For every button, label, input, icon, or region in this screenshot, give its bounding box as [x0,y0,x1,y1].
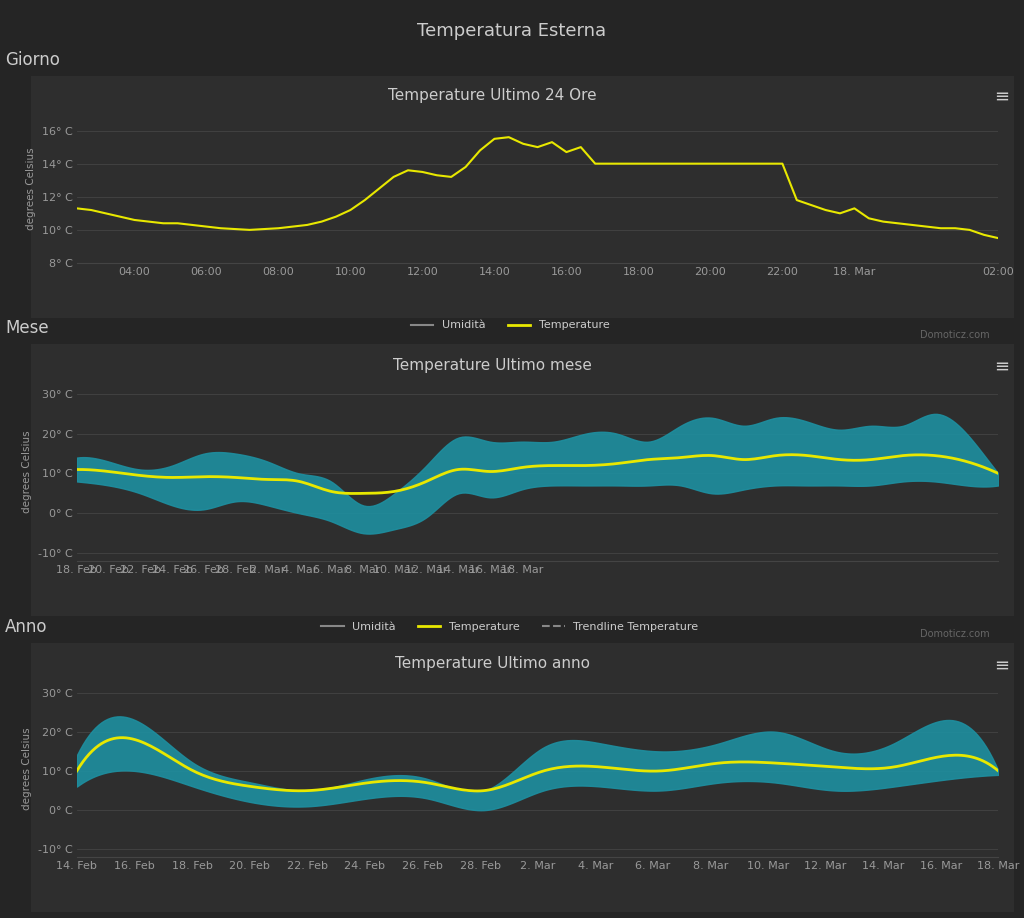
Text: ≡: ≡ [993,358,1009,375]
Text: Temperature Ultimo anno: Temperature Ultimo anno [395,656,590,671]
Text: Temperatura Esterna: Temperatura Esterna [418,22,606,40]
Text: Giorno: Giorno [5,51,60,69]
Text: Mese: Mese [5,319,49,337]
Text: Temperature Ultimo mese: Temperature Ultimo mese [393,358,592,373]
Text: ≡: ≡ [993,88,1009,106]
Y-axis label: degrees Celsius: degrees Celsius [23,431,33,513]
Text: Domoticz.com: Domoticz.com [920,330,989,340]
Legend: Umidità, Temperature, Trendline Temperature: Umidità, Temperature, Trendline Temperat… [316,617,703,636]
Text: Temperature Ultimo 24 Ore: Temperature Ultimo 24 Ore [388,88,597,103]
Y-axis label: degrees Celsius: degrees Celsius [27,147,36,230]
Y-axis label: degrees Celsius: degrees Celsius [23,728,33,811]
Text: Anno: Anno [5,618,48,636]
Text: Domoticz.com: Domoticz.com [920,629,989,639]
Legend: Umidità, Temperature: Umidità, Temperature [407,316,613,335]
Text: ≡: ≡ [993,656,1009,675]
